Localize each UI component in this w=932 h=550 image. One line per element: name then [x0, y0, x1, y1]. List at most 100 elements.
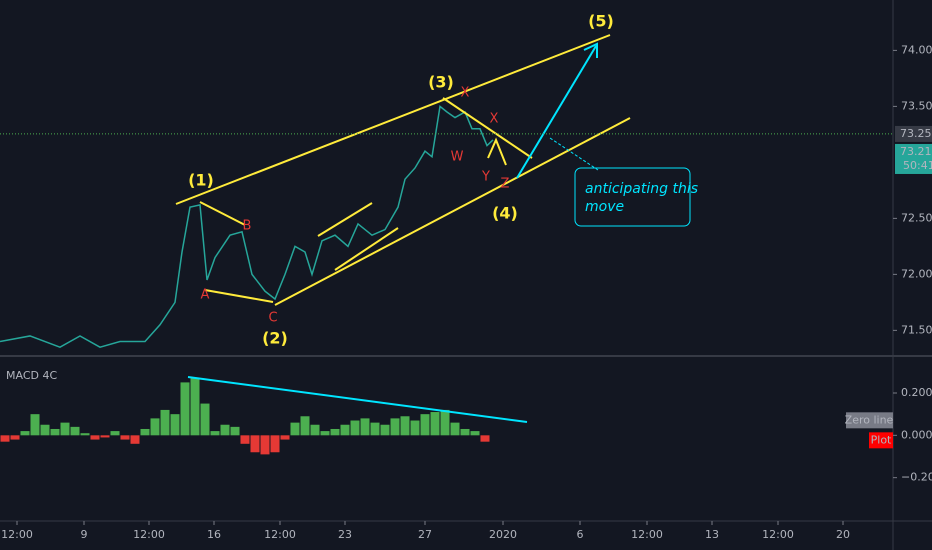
histogram-bar: [160, 409, 170, 436]
x-tick-label: 13: [705, 528, 719, 541]
histogram-bar: [370, 422, 380, 436]
histogram-bar: [340, 424, 350, 436]
wave-line: [199, 201, 246, 226]
y-tick-label: 71.500: [901, 323, 932, 336]
histogram-bar: [60, 422, 70, 436]
wave-letter: X: [461, 86, 470, 101]
histogram-bar: [110, 431, 120, 436]
legend-entry: Plot: [871, 433, 892, 446]
histogram-bar: [100, 435, 110, 438]
price-line: [0, 104, 494, 348]
zero-line-badge: [846, 412, 893, 429]
histogram-bar: [10, 435, 20, 440]
arrow-head: [583, 42, 598, 58]
histogram-bar: [190, 378, 200, 436]
histogram-bar: [260, 435, 270, 455]
histogram-bar: [70, 426, 80, 436]
wave-letter: A: [201, 288, 210, 303]
last-price-box: [895, 125, 932, 142]
price-marker-box: [895, 143, 932, 174]
wave-letter: B: [243, 219, 252, 234]
histogram-bar: [240, 435, 250, 444]
x-tick-label: 12:00: [631, 528, 663, 541]
histogram-bar: [210, 431, 220, 436]
histogram-bar: [30, 414, 40, 436]
wave-letter: W: [451, 150, 464, 165]
callout-text: move: [585, 199, 624, 215]
x-tick-label: 9: [81, 528, 88, 541]
histogram-bar: [380, 424, 390, 436]
arrow: [516, 45, 597, 179]
histogram-bar: [330, 428, 340, 436]
elliott-drawings: [175, 34, 631, 306]
histogram-bar: [440, 409, 450, 436]
x-tick-label: 2020: [489, 528, 517, 541]
histogram-bar: [300, 416, 310, 436]
histogram-bar: [400, 416, 410, 436]
wave-line: [334, 227, 399, 271]
x-tick-label: 12:00: [1, 528, 33, 541]
price-marker-label: 73.218: [900, 145, 932, 158]
histogram-bar: [320, 431, 330, 436]
callout-pointer: [549, 137, 599, 171]
wave-letter: C: [268, 311, 277, 326]
projection: [187, 42, 691, 423]
histogram-bar: [470, 431, 480, 436]
x-tick-label: 12:00: [762, 528, 794, 541]
histogram-bar: [130, 435, 140, 444]
histogram-bar: [50, 428, 60, 436]
wave-label: (2): [262, 329, 288, 348]
histogram-bar: [280, 435, 290, 440]
y-tick-label: 74.000: [901, 43, 932, 56]
histogram-bar: [180, 382, 190, 436]
divergence-line: [187, 376, 528, 423]
histogram-bar: [170, 414, 180, 436]
histogram-bar: [90, 435, 100, 440]
wave-line: [204, 289, 274, 303]
histogram-bar: [150, 418, 160, 436]
wave-line: [487, 137, 507, 166]
wave-letter: X: [490, 112, 499, 127]
histogram-bar: [290, 422, 300, 436]
legend-entry: Zero line: [845, 413, 894, 426]
histogram-bar: [270, 435, 280, 453]
y-tick-label: 0.000: [901, 428, 932, 441]
histogram-bar: [390, 418, 400, 436]
histogram-bar: [40, 424, 50, 436]
wave-letter: Y: [481, 170, 490, 185]
x-tick-label: 20: [836, 528, 850, 541]
histogram-bar: [450, 422, 460, 436]
histogram-bar: [350, 420, 360, 436]
histogram-bar: [460, 428, 470, 436]
wave-line: [317, 202, 373, 237]
y-tick-label: −0.200: [901, 471, 932, 484]
histogram-bar: [80, 433, 90, 436]
histogram-bar: [410, 420, 420, 436]
wave-label: (4): [492, 204, 518, 223]
y-tick-label: 72.500: [901, 211, 932, 224]
wave-line: [442, 97, 533, 159]
histogram-bar: [20, 431, 30, 436]
wave-label: (1): [188, 171, 214, 190]
x-tick-label: 12:00: [264, 528, 296, 541]
callout-text: anticipating this: [585, 181, 698, 197]
y-tick-label: 73.500: [901, 99, 932, 112]
wave-label: (3): [428, 73, 454, 92]
histogram-bar: [140, 428, 150, 436]
histogram-bar: [230, 426, 240, 436]
x-tick-label: 27: [418, 528, 432, 541]
wave-letter: Z: [501, 177, 510, 192]
x-tick-label: 6: [577, 528, 584, 541]
histogram-bar: [480, 435, 490, 442]
histogram-bar: [250, 435, 260, 453]
macd-pane: −0.200 0.000 0.200: [0, 378, 932, 484]
y-tick-label: 72.000: [901, 267, 932, 280]
histogram-bar: [0, 435, 10, 442]
histogram-bar: [360, 418, 370, 436]
lower-channel: [274, 117, 631, 306]
x-tick-label: 23: [338, 528, 352, 541]
plot-badge: [869, 432, 893, 449]
histogram-bar: [120, 435, 130, 440]
histogram-bar: [220, 424, 230, 436]
